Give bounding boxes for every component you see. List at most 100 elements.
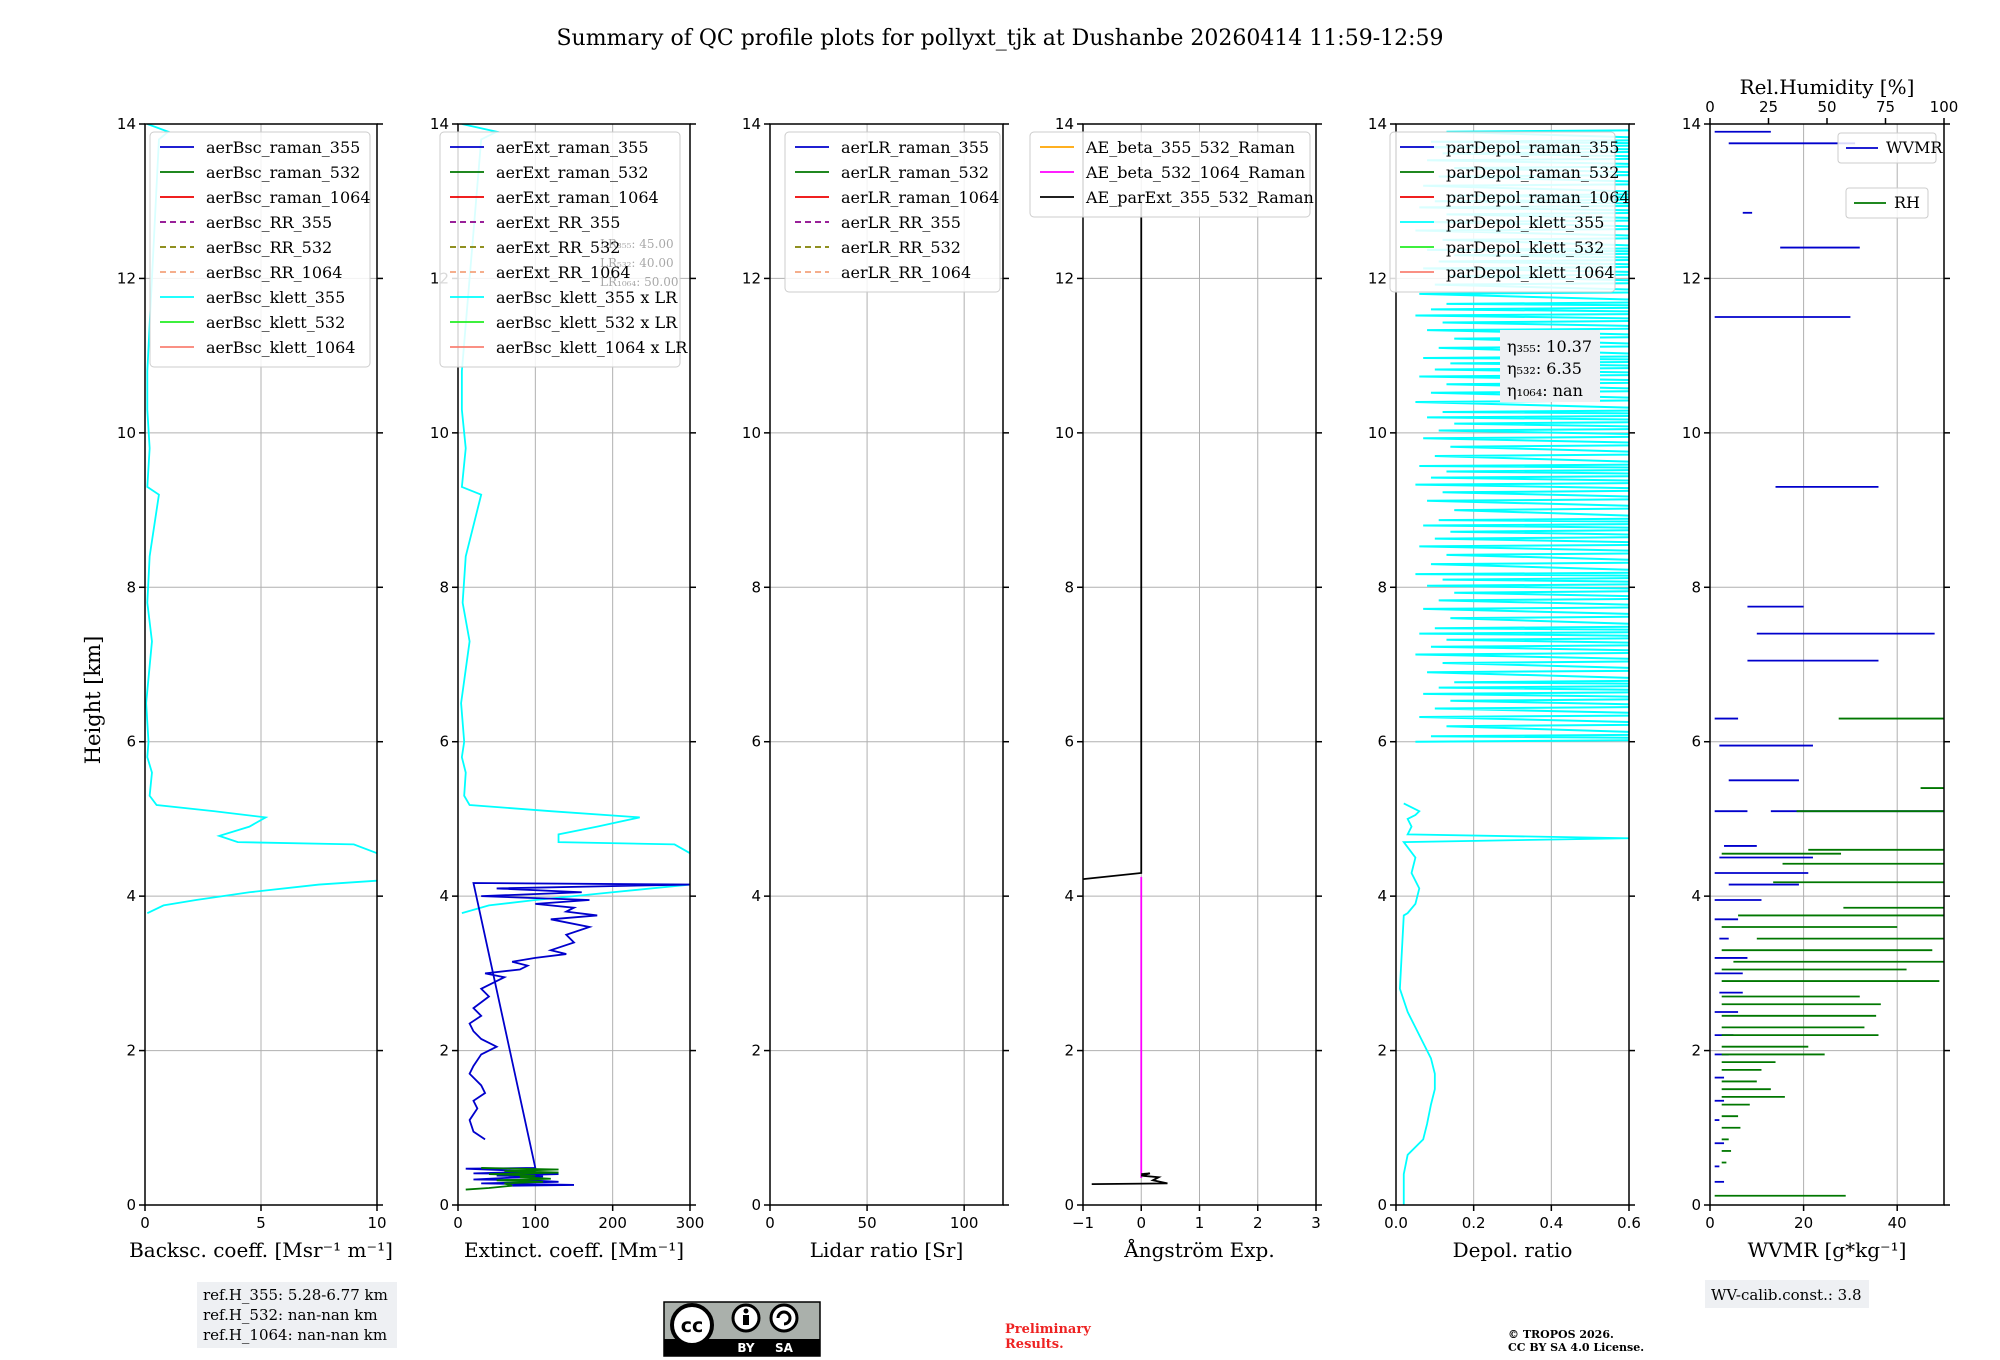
ytick-label-0: 0 (1064, 1196, 1074, 1214)
legend-entry-aerLR_RR_532: aerLR_RR_532 (841, 238, 961, 257)
xtick-label-50: 50 (858, 1214, 877, 1232)
ytick-label-8: 8 (1377, 578, 1387, 596)
ytick-label-2: 2 (1691, 1042, 1701, 1060)
legend-box-wvmr (1837, 132, 1937, 164)
eta-1: η₅₃₂: 6.35 (1507, 359, 1582, 378)
ytick-label-10: 10 (1368, 424, 1387, 442)
axes-frame-ext (457, 123, 691, 1206)
ytick-label-4: 4 (439, 887, 449, 905)
top-xtick-label-0: 0 (1705, 98, 1715, 116)
ytick-label-12: 12 (1682, 269, 1701, 287)
xtick-label-0: 0.0 (1384, 1214, 1408, 1232)
legend-entry-aerExt_RR_355: aerExt_RR_355 (496, 213, 620, 232)
ytick-label-6: 6 (1691, 733, 1701, 751)
xtick-label-100: 100 (950, 1214, 979, 1232)
legend-entry-parDepol_raman_532: parDepol_raman_532 (1446, 163, 1619, 182)
ytick-label-2: 2 (751, 1042, 761, 1060)
xlabel-ae: Ångström Exp. (1123, 1237, 1274, 1262)
legend-entry-parDepol_klett_532: parDepol_klett_532 (1446, 238, 1604, 257)
plot-area-ext (460, 124, 690, 1191)
series-ext-1 (465, 882, 690, 1187)
legend-frame-depol (1389, 131, 1616, 293)
series-bsc-0 (145, 124, 377, 914)
xlabel-depol: Depol. ratio (1453, 1238, 1573, 1262)
legend-entry-AE_beta_355_532_Raman: AE_beta_355_532_Raman (1085, 138, 1295, 157)
ytick-label-14: 14 (430, 115, 449, 133)
legend-label-rh: RH (1894, 193, 1920, 212)
preliminary-line-1: Preliminary (1005, 1322, 1091, 1337)
xtick-label-0: 0 (140, 1214, 150, 1232)
xtick-label-20: 20 (1794, 1214, 1813, 1232)
series-ext-0 (460, 124, 690, 914)
legend-label-wvmr: WVMR (1886, 138, 1943, 157)
xtick-label-100: 100 (521, 1214, 550, 1232)
legend-entry-parDepol_raman_355: parDepol_raman_355 (1446, 138, 1619, 157)
wv-calib-const: WV-calib.const.: 3.8 (1711, 1286, 1862, 1304)
legend-entry-aerBsc_klett_532: aerBsc_klett_532 (206, 313, 345, 332)
ytick-label-6: 6 (126, 733, 136, 751)
legend-frame-bsc (149, 131, 371, 368)
ytick-label-6: 6 (1377, 733, 1387, 751)
panel-bsc: 0 2 4 6 8 10 12 14 0 5 10 Backsc. coeff. [Msr⁻¹ m⁻¹… (117, 115, 393, 1262)
ytick-label-4: 4 (1691, 887, 1701, 905)
legend-entry-parDepol_klett_355: parDepol_klett_355 (1446, 213, 1604, 232)
preliminary-line-2: Results. (1005, 1337, 1064, 1352)
xtick-label-0: 0 (1136, 1214, 1146, 1232)
lr-note-1: LR₅₃₂: 40.00 (600, 256, 674, 270)
legend-entry-aerBsc_raman_355: aerBsc_raman_355 (206, 138, 360, 157)
ytick-label-14: 14 (1368, 115, 1387, 133)
ytick-label-6: 6 (751, 733, 761, 751)
ytick-label-8: 8 (1064, 578, 1074, 596)
ref-heights-box: ref.H_355: 5.28-6.77 km ref.H_532: nan-n… (197, 1282, 397, 1348)
eta-box (1500, 330, 1600, 402)
legend-entry-aerLR_RR_355: aerLR_RR_355 (841, 213, 961, 232)
eta-2: η₁₀₆₄: nan (1507, 381, 1583, 400)
ytick-label-8: 8 (439, 578, 449, 596)
cc-license-badge: cc BY SA (663, 1301, 821, 1357)
legend-ae: AE_beta_355_532_Raman AE_beta_532_1064_Ra… (1029, 131, 1314, 218)
ytick-label-0: 0 (126, 1196, 136, 1214)
xlabel-ext: Extinct. coeff. [Mm⁻¹] (464, 1238, 684, 1262)
plot-area-wv (1714, 130, 1944, 1197)
legend-entry-aerBsc_raman_532: aerBsc_raman_532 (206, 163, 360, 182)
ytick-label-4: 4 (126, 887, 136, 905)
xtick-label-3: 3 (1311, 1214, 1321, 1232)
top-xtick-label-50: 50 (1817, 98, 1836, 116)
legend-entry-aerBsc_RR_355: aerBsc_RR_355 (206, 213, 332, 232)
top-xlabel: Rel.Humidity [%] (1740, 75, 1915, 99)
ytick-label-0: 0 (1691, 1196, 1701, 1214)
ref-height-355: ref.H_355: 5.28-6.77 km (203, 1286, 388, 1304)
series-ae-1 (1083, 201, 1143, 881)
lr-note-0: LR₃₅₅: 45.00 (600, 237, 674, 251)
ytick-label-12: 12 (117, 269, 136, 287)
cc-sa-label: SA (775, 1341, 794, 1355)
xtick-label-0: 0 (1705, 1214, 1715, 1232)
legend-entry-aerBsc_klett_355 x LR: aerBsc_klett_355 x LR (496, 288, 678, 307)
xtick-label-5: 5 (256, 1214, 266, 1232)
ytick-label-2: 2 (126, 1042, 136, 1060)
axes-frame-depol (1395, 123, 1630, 1206)
legend-entry-aerBsc_klett_1064 x LR: aerBsc_klett_1064 x LR (496, 338, 688, 357)
xtick-label-200: 200 (598, 1214, 627, 1232)
legend-lr: aerLR_raman_355 aerLR_raman_532 aerLR_rama… (784, 131, 1001, 293)
legend-frame-lr (784, 131, 1001, 293)
legend-entry-aerExt_RR_532: aerExt_RR_532 (496, 238, 620, 257)
legend-entry-aerLR_raman_532: aerLR_raman_532 (841, 163, 989, 182)
ytick-label-6: 6 (1064, 733, 1074, 751)
ytick-label-6: 6 (439, 733, 449, 751)
ytick-label-2: 2 (1377, 1042, 1387, 1060)
xtick-label--1: −1 (1072, 1214, 1094, 1232)
top-xtick-label-100: 100 (1930, 98, 1959, 116)
ytick-label-10: 10 (1682, 424, 1701, 442)
xtick-label-10: 10 (367, 1214, 386, 1232)
xlabel-bsc: Backsc. coeff. [Msr⁻¹ m⁻¹] (129, 1238, 393, 1262)
legend-frame-ae (1029, 131, 1311, 218)
wv-calib-box: WV-calib.const.: 3.8 (1705, 1280, 1869, 1308)
panels: 0 2 4 6 8 10 12 14 0 5 10 Backsc. coeff. [Msr⁻¹ m⁻¹… (117, 75, 1958, 1262)
ytick-label-10: 10 (117, 424, 136, 442)
xtick-label-0.2: 0.2 (1462, 1214, 1486, 1232)
ytick-label-4: 4 (751, 887, 761, 905)
